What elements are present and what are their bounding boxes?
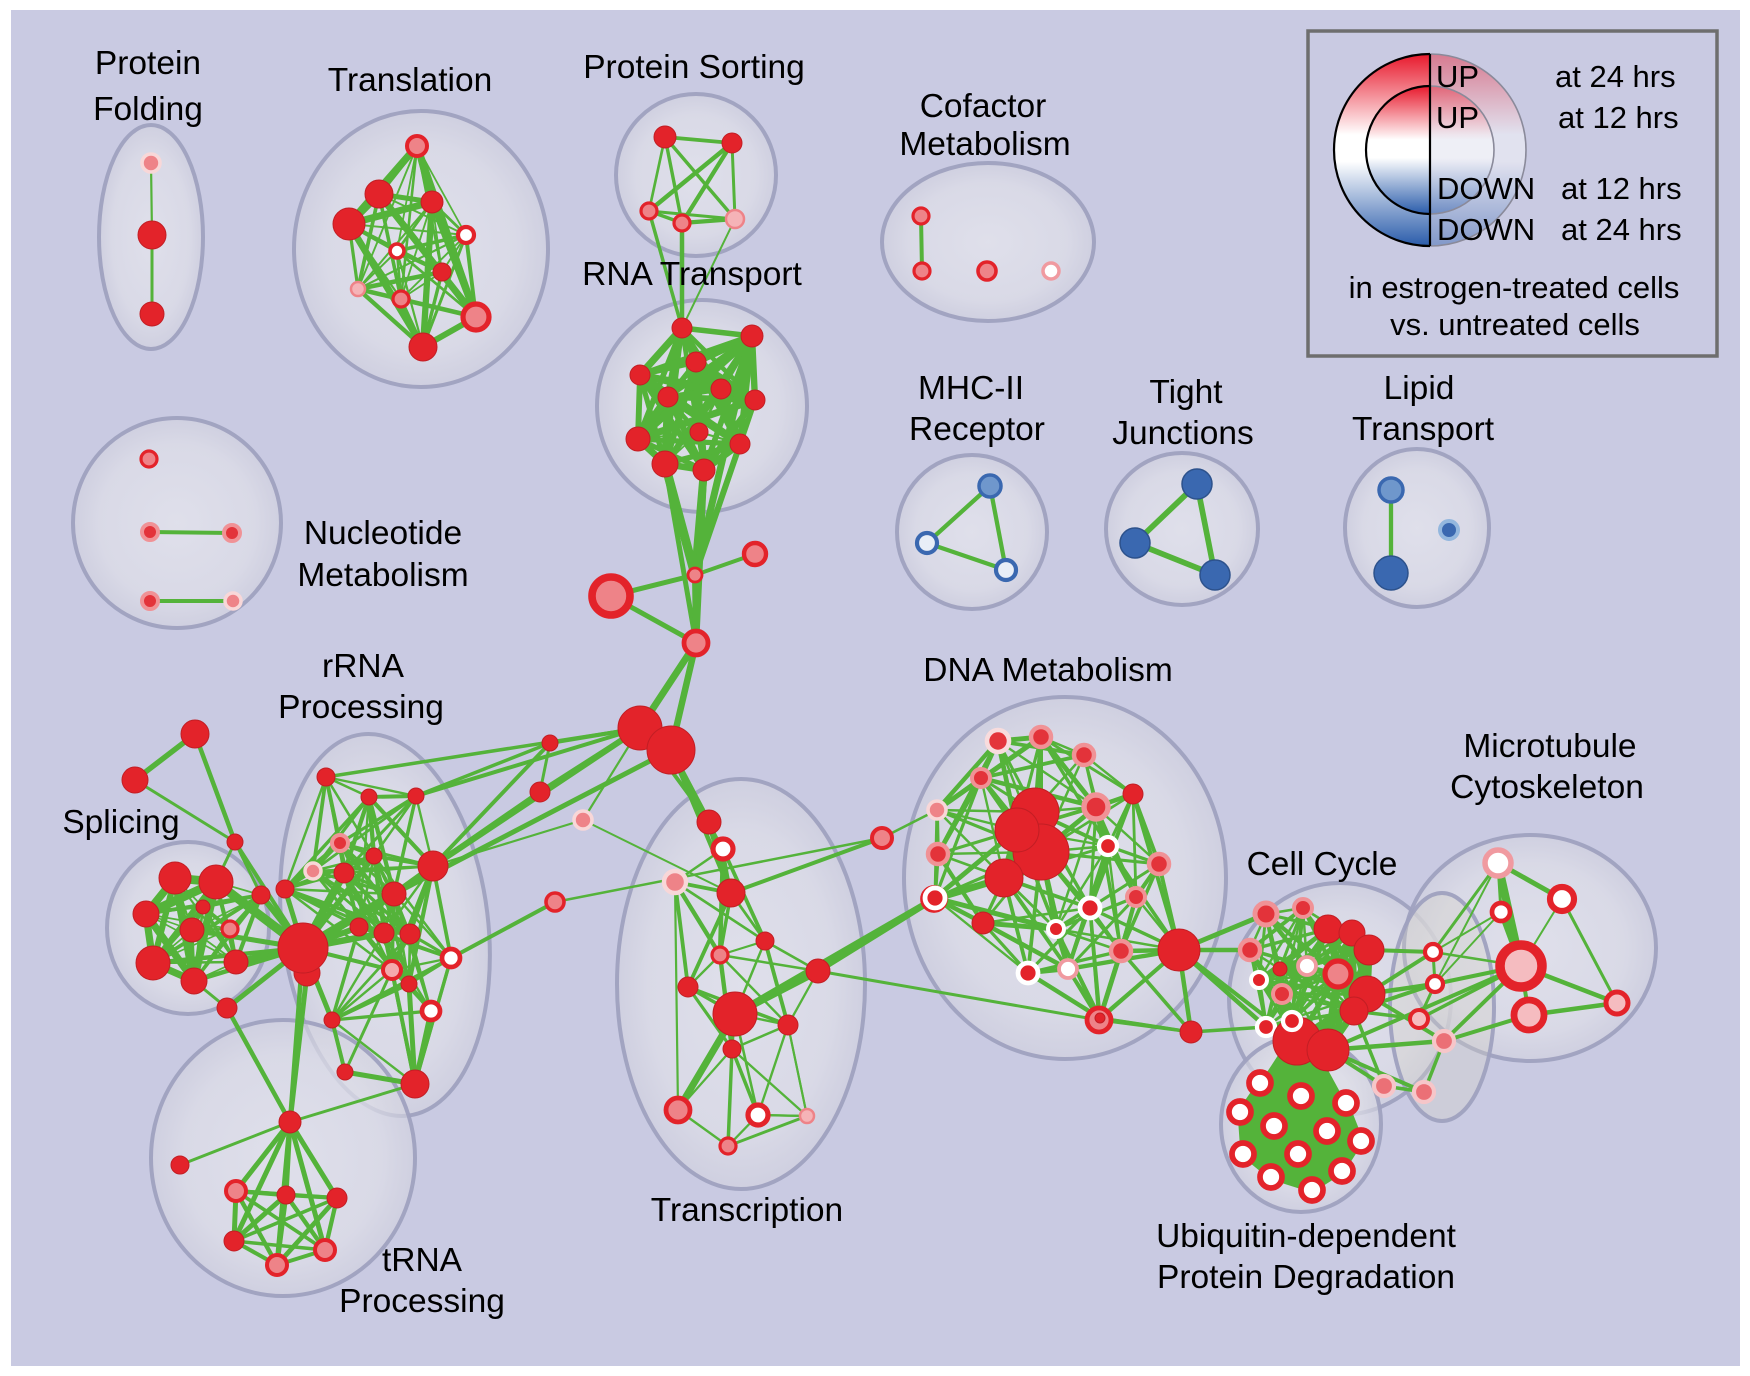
- svg-text:at 12 hrs: at 12 hrs: [1561, 171, 1682, 206]
- svg-text:Cytoskeleton: Cytoskeleton: [1450, 769, 1644, 806]
- svg-text:Microtubule: Microtubule: [1463, 728, 1636, 765]
- svg-text:Splicing: Splicing: [62, 804, 179, 841]
- svg-text:at 12 hrs: at 12 hrs: [1558, 100, 1679, 135]
- svg-text:RNA Transport: RNA Transport: [582, 256, 802, 293]
- svg-text:Lipid: Lipid: [1384, 370, 1455, 407]
- svg-text:Protein Degradation: Protein Degradation: [1157, 1259, 1455, 1296]
- svg-text:Cell Cycle: Cell Cycle: [1247, 846, 1398, 883]
- svg-text:rRNA: rRNA: [322, 648, 405, 685]
- svg-text:Cofactor: Cofactor: [920, 88, 1047, 125]
- svg-text:Processing: Processing: [339, 1283, 505, 1320]
- svg-text:Ubiquitin-dependent: Ubiquitin-dependent: [1156, 1218, 1457, 1255]
- svg-text:tRNA: tRNA: [382, 1242, 463, 1279]
- svg-text:Protein Sorting: Protein Sorting: [583, 49, 805, 86]
- svg-text:DOWN: DOWN: [1437, 212, 1535, 247]
- svg-text:UP: UP: [1436, 59, 1479, 94]
- svg-text:Processing: Processing: [278, 689, 444, 726]
- svg-text:Receptor: Receptor: [909, 411, 1045, 448]
- svg-text:Folding: Folding: [93, 91, 203, 128]
- svg-text:Metabolism: Metabolism: [899, 126, 1070, 163]
- svg-text:Nucleotide: Nucleotide: [304, 515, 462, 552]
- svg-text:DNA Metabolism: DNA Metabolism: [923, 652, 1172, 689]
- svg-text:in estrogen-treated cells: in estrogen-treated cells: [1349, 270, 1680, 305]
- svg-text:DOWN: DOWN: [1437, 171, 1535, 206]
- svg-text:Tight: Tight: [1149, 374, 1223, 411]
- svg-text:vs. untreated cells: vs. untreated cells: [1390, 307, 1640, 342]
- svg-text:Translation: Translation: [328, 62, 492, 99]
- svg-text:Protein: Protein: [95, 45, 201, 82]
- svg-text:MHC-II: MHC-II: [918, 370, 1024, 407]
- svg-text:UP: UP: [1436, 100, 1479, 135]
- svg-text:at 24 hrs: at 24 hrs: [1561, 212, 1682, 247]
- svg-text:Metabolism: Metabolism: [297, 557, 468, 594]
- svg-text:at 24 hrs: at 24 hrs: [1555, 59, 1676, 94]
- svg-text:Transcription: Transcription: [651, 1192, 843, 1229]
- svg-text:Transport: Transport: [1352, 411, 1495, 448]
- svg-text:Junctions: Junctions: [1112, 415, 1254, 452]
